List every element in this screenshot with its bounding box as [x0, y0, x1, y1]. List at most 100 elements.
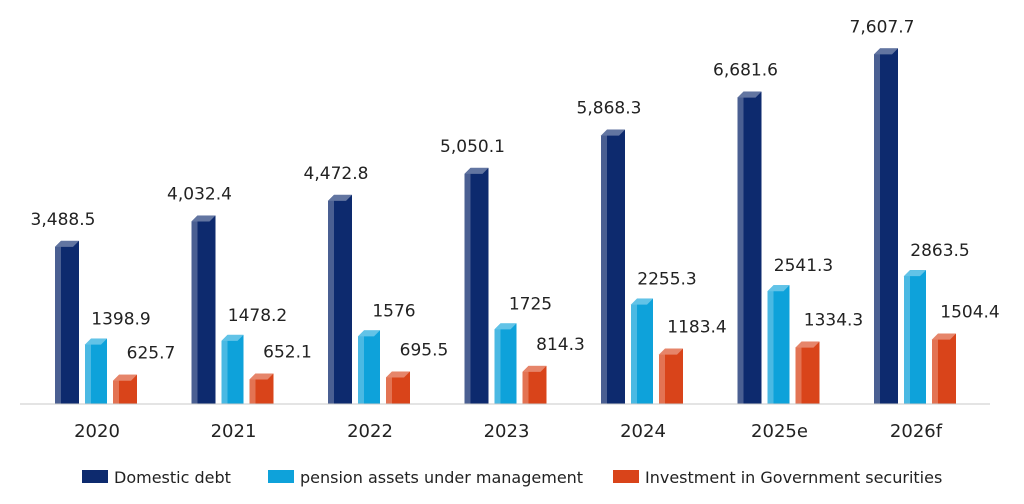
- bar-side: [328, 194, 334, 404]
- data-label: 1725: [509, 294, 552, 314]
- bar-govt-securities-2023: [522, 365, 547, 404]
- x-tick-labels: 2020 2021 2022 2023 2024 2025e 2026f: [74, 421, 943, 442]
- bar-front: [607, 129, 625, 404]
- data-label: 814.3: [536, 335, 585, 355]
- bar-top: [737, 91, 762, 98]
- data-label: 4,032.4: [167, 184, 232, 204]
- bar-side: [386, 371, 392, 404]
- bar-top: [464, 167, 489, 174]
- bar-side: [932, 333, 938, 404]
- bar-top: [358, 330, 380, 337]
- bar-front: [637, 298, 653, 404]
- legend-item: Investment in Government securities: [613, 468, 942, 487]
- bar-front: [773, 285, 790, 404]
- bar-front: [119, 374, 137, 404]
- bar-front: [334, 194, 352, 404]
- bar-side: [795, 341, 802, 404]
- bar-front: [470, 167, 489, 404]
- data-label: 1398.9: [91, 310, 150, 330]
- bar-side: [904, 270, 910, 404]
- bar-govt-securities-2026f: [932, 333, 956, 404]
- bar-side: [522, 365, 529, 404]
- x-tick-label: 2025e: [751, 421, 808, 442]
- bar-side: [874, 48, 880, 404]
- bar-front: [910, 270, 926, 404]
- x-tick-label: 2020: [74, 421, 120, 442]
- bar-top: [191, 215, 216, 222]
- data-label: 5,050.1: [440, 137, 505, 157]
- bar-top: [85, 338, 107, 345]
- bar-side: [113, 374, 119, 404]
- bar-pension-assets-2020: [85, 338, 107, 404]
- data-label: 3,488.5: [31, 210, 96, 230]
- data-label: 1183.4: [667, 318, 726, 338]
- bar-pension-assets-2024: [631, 298, 653, 404]
- bar-govt-securities-2025e: [795, 341, 820, 404]
- bar-top: [795, 341, 820, 348]
- bar-front: [801, 341, 820, 404]
- bar-front: [197, 215, 216, 404]
- bar-front: [392, 371, 410, 404]
- bar-side: [464, 167, 471, 404]
- bar-govt-securities-2024: [659, 348, 683, 404]
- bar-govt-securities-2020: [113, 374, 137, 404]
- data-label: 2863.5: [910, 241, 969, 261]
- bar-pension-assets-2025e: [767, 285, 790, 404]
- bar-top: [932, 333, 956, 340]
- bar-front: [364, 330, 380, 404]
- bars-layer: 3,488.5 1398.9 625.7 4,032.4 1478.2 652.1 4,47…: [31, 17, 1000, 405]
- bar-front: [500, 323, 517, 404]
- bar-side: [85, 338, 91, 404]
- data-label: 1576: [372, 301, 415, 321]
- bar-front: [743, 91, 762, 405]
- legend-label: Domestic debt: [114, 468, 231, 487]
- data-label: 1504.4: [940, 303, 999, 323]
- data-label: 695.5: [400, 340, 449, 360]
- bar-top: [659, 348, 683, 355]
- data-label: 625.7: [127, 344, 176, 364]
- bar-front: [61, 240, 79, 404]
- bar-side: [55, 240, 61, 404]
- bar-domestic-debt-2021: [191, 215, 216, 404]
- legend-swatch: [613, 470, 639, 483]
- bar-top: [767, 285, 790, 292]
- data-label: 1478.2: [228, 306, 287, 326]
- bar-side: [358, 330, 364, 404]
- bar-govt-securities-2021: [249, 373, 274, 404]
- bar-govt-securities-2022: [386, 371, 410, 404]
- bar-top: [221, 334, 244, 341]
- bar-domestic-debt-2026f: [874, 48, 898, 404]
- bar-top: [631, 298, 653, 305]
- x-tick-label: 2023: [484, 421, 530, 442]
- bar-side: [767, 285, 774, 404]
- bar-front: [665, 348, 683, 404]
- legend-item: Domestic debt: [82, 468, 231, 487]
- bar-pension-assets-2023: [494, 323, 517, 404]
- bar-domestic-debt-2024: [601, 129, 625, 404]
- bar-domestic-debt-2020: [55, 240, 79, 404]
- data-label: 4,472.8: [304, 164, 369, 184]
- legend-item: pension assets under management: [268, 468, 583, 487]
- bar-front: [91, 338, 107, 404]
- bar-front: [880, 48, 898, 404]
- bar-top: [249, 373, 274, 380]
- bar-pension-assets-2026f: [904, 270, 926, 404]
- data-label: 6,681.6: [713, 61, 778, 81]
- bar-front: [938, 333, 956, 404]
- bar-top: [904, 270, 926, 277]
- bar-side: [737, 91, 744, 405]
- x-tick-label: 2024: [620, 421, 666, 442]
- bar-side: [221, 334, 228, 404]
- data-label: 652.1: [263, 343, 312, 363]
- x-tick-label: 2026f: [890, 421, 943, 442]
- bar-front: [528, 365, 547, 404]
- bar-pension-assets-2021: [221, 334, 244, 404]
- bar-top: [386, 371, 410, 378]
- data-label: 5,868.3: [577, 99, 642, 119]
- bar-side: [494, 323, 501, 404]
- bar-front: [227, 334, 244, 404]
- legend: Domestic debt pension assets under manage…: [82, 468, 942, 487]
- legend-label: pension assets under management: [300, 468, 583, 487]
- legend-label: Investment in Government securities: [645, 468, 942, 487]
